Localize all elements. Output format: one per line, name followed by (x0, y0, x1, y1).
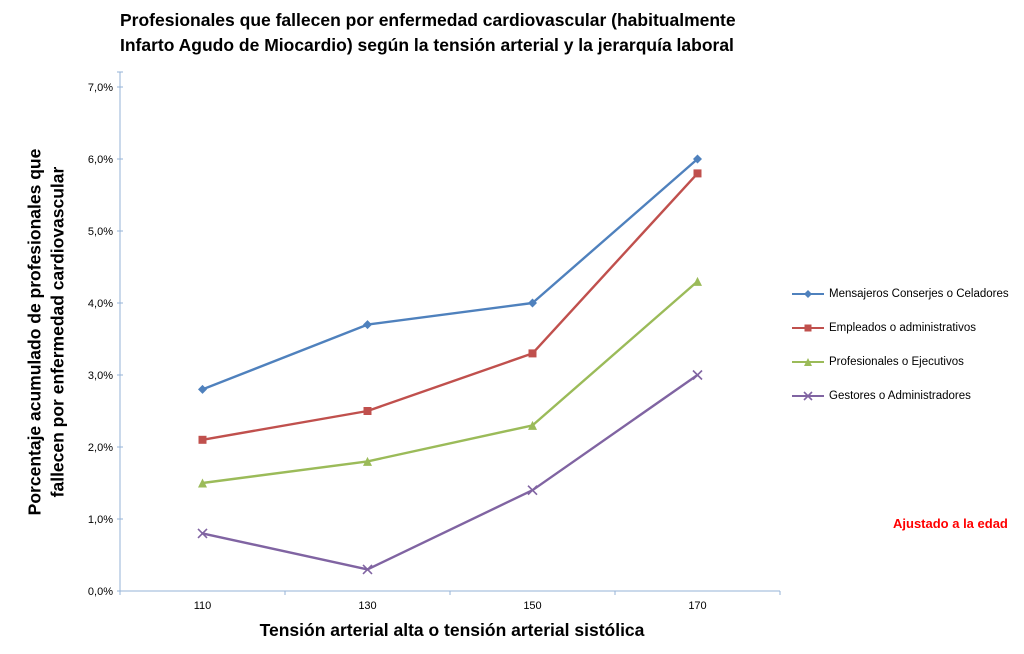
legend: Mensajeros Conserjes o Celadores Empleado… (792, 288, 1009, 402)
series-marker-diamond (804, 290, 812, 298)
y-tick-label: 2,0% (88, 442, 113, 454)
series-marker-x (692, 369, 703, 381)
x-tick-label: 170 (688, 600, 706, 612)
series-line (201, 373, 699, 571)
series-1 (198, 169, 702, 444)
series-marker-triangle (198, 478, 207, 488)
series-marker-x (362, 564, 373, 575)
series-line (201, 280, 699, 485)
age-adjusted-annotation: Ajustado a la edad (893, 516, 1008, 531)
y-tick-label: 1,0% (88, 514, 113, 526)
series-marker-x (803, 391, 813, 401)
series-marker-diamond (693, 154, 702, 164)
plot-area: 0,0% 1,0% 2,0% 3,0% 4,0% 5,0% 6,0% 7,0% 110 130 15… (88, 71, 781, 612)
legend-item-2: Profesionales o Ejecutivos (792, 356, 1009, 368)
series-marker-triangle (804, 358, 812, 366)
series-marker-x (197, 528, 208, 539)
legend-item-3: Gestores o Administradores (792, 390, 1009, 402)
x-axis-title: Tensión arterial alta o tensión arterial… (259, 620, 645, 640)
legend-label: Empleados o administrativos (829, 322, 977, 334)
series-marker-triangle (363, 456, 372, 466)
series-marker-square (363, 407, 372, 415)
y-axis-title-line1: Porcentaje acumulado de profesionales qu… (24, 148, 45, 516)
legend-marker-icon (792, 324, 824, 332)
series-marker-square (693, 169, 702, 178)
legend-marker-icon (792, 358, 824, 366)
series-2 (198, 276, 702, 488)
chart-title-line1: Profesionales que fallecen por enfermeda… (120, 10, 736, 30)
y-axis-title: Porcentaje acumulado de profesionales qu… (23, 149, 69, 516)
series-marker-diamond (198, 384, 207, 394)
y-tick-label: 3,0% (88, 370, 113, 382)
series-marker-triangle (693, 276, 702, 286)
legend-marker-icon (792, 290, 824, 298)
series-marker-square (804, 324, 812, 332)
series-0 (198, 154, 702, 394)
series-3 (197, 369, 703, 575)
y-tick-label: 5,0% (88, 226, 113, 238)
series-marker-x (527, 485, 538, 496)
y-axis-title-line2: fallecen por enfermedad cardiovascular (47, 166, 67, 498)
y-tick-label: 0,0% (88, 586, 113, 598)
series-marker-square (528, 349, 537, 358)
y-tick-label: 6,0% (88, 154, 113, 166)
series-line (201, 172, 699, 441)
chart-title: Profesionales que fallecen por enfermeda… (120, 8, 736, 57)
legend-label: Gestores o Administradores (829, 390, 971, 402)
series-marker-triangle (528, 420, 537, 430)
x-tick-label: 150 (523, 600, 541, 612)
series-line (201, 157, 699, 391)
y-tick-label: 4,0% (88, 298, 113, 310)
legend-item-0: Mensajeros Conserjes o Celadores (792, 288, 1009, 300)
legend-label: Mensajeros Conserjes o Celadores (829, 288, 1009, 300)
legend-item-1: Empleados o administrativos (792, 322, 1009, 334)
series-marker-diamond (363, 320, 372, 330)
legend-label: Profesionales o Ejecutivos (829, 356, 964, 368)
series-marker-diamond (528, 298, 537, 308)
legend-marker-icon (792, 391, 824, 401)
x-tick-label: 110 (194, 600, 212, 612)
y-tick-label: 7,0% (88, 82, 113, 94)
series-marker-square (198, 435, 207, 444)
chart-title-line2: Infarto Agudo de Miocardio) según la ten… (120, 34, 734, 55)
x-tick-label: 130 (358, 600, 376, 612)
